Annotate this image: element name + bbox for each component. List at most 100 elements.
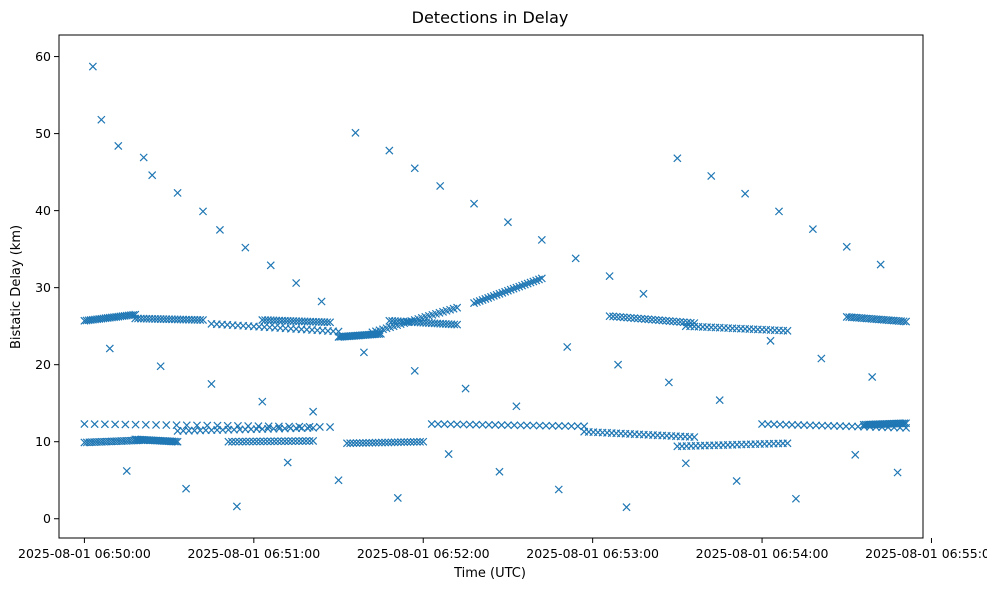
data-point — [470, 199, 479, 208]
data-point — [673, 154, 682, 163]
data-point-track-s — [492, 290, 501, 299]
data-point — [198, 207, 208, 216]
data-point — [215, 225, 224, 234]
data-point-track-s — [481, 294, 490, 303]
data-point-track-t — [630, 314, 639, 323]
data-point-track-e — [309, 436, 318, 445]
data-point — [554, 485, 563, 494]
data-point-track-t — [644, 315, 653, 324]
data-point-track-s — [506, 285, 515, 294]
data-point-track-g — [542, 421, 551, 430]
data-point-track-g — [573, 422, 582, 431]
data-point-track-t — [640, 315, 649, 324]
data-point — [791, 494, 800, 503]
y-axis: 0 10 20 30 40 50 60 — [35, 49, 59, 526]
data-point-track-g — [535, 421, 544, 430]
data-point-track-s — [486, 292, 496, 301]
data-point-track-f — [419, 437, 428, 446]
data-point-track-t — [676, 317, 685, 326]
data-point-track-e — [294, 437, 304, 446]
data-point-track-e — [227, 437, 236, 446]
data-point-track-e — [259, 437, 268, 446]
data-point-track-t — [609, 312, 618, 321]
data-point-track-g — [516, 421, 525, 430]
x-axis: 2025-08-01 06:50:00 2025-08-01 06:51:00 20… — [18, 538, 987, 561]
data-point-track-s — [478, 295, 487, 305]
data-point-track-t — [658, 316, 667, 325]
data-point-track-e — [242, 437, 251, 446]
data-point-track-e — [238, 437, 247, 446]
data-point-track-f — [384, 438, 393, 447]
data-point-track-t — [647, 315, 656, 324]
data-point-track-f — [371, 438, 380, 447]
data-point-track-m — [198, 315, 208, 325]
data-point-track-s — [520, 280, 529, 289]
data-point — [639, 289, 648, 298]
data-point-track-j — [788, 420, 797, 429]
data-point-track-f — [400, 438, 409, 447]
data-point-track-f — [365, 438, 374, 447]
data-point-track-k — [898, 419, 907, 428]
data-point-track-g — [548, 421, 557, 430]
data-point — [283, 458, 292, 467]
data-point-track-v — [899, 317, 908, 326]
data-point-track-t — [672, 317, 681, 326]
data-point-track-g — [453, 420, 462, 429]
data-point — [88, 62, 97, 71]
data-point-track-f — [374, 438, 383, 447]
data-point — [317, 297, 326, 306]
data-point — [292, 279, 301, 288]
data-point — [410, 164, 419, 173]
data-point-track-e — [252, 437, 261, 446]
data-point-track-s — [475, 296, 484, 306]
data-point-track-s — [484, 293, 493, 302]
x-tick-label: 2025-08-01 06:51:00 — [187, 546, 320, 561]
data-point-track-j — [806, 421, 815, 430]
data-point-track-j — [830, 421, 839, 430]
data-point-track-a — [274, 422, 283, 431]
data-point-track-e — [224, 437, 233, 446]
data-point-track-j — [770, 420, 779, 429]
data-point-track-e — [280, 437, 289, 446]
data-point — [105, 344, 114, 353]
data-point — [808, 225, 817, 234]
data-point-track-f — [362, 438, 371, 447]
data-point — [715, 396, 724, 405]
data-point-track-f — [381, 438, 390, 447]
data-point-track-g — [478, 420, 487, 429]
data-point — [605, 272, 614, 281]
data-point-track-o — [326, 318, 335, 327]
data-point — [512, 402, 521, 411]
data-point — [563, 342, 572, 351]
data-point-track-f — [355, 438, 364, 448]
data-point — [309, 407, 318, 416]
data-point — [614, 360, 623, 369]
data-point-track-s — [509, 284, 518, 293]
data-point-track-g — [497, 421, 506, 430]
data-point — [156, 362, 165, 371]
data-point-track-s — [529, 277, 538, 286]
data-point-track-g — [491, 420, 500, 429]
data-point-track-j — [776, 420, 785, 429]
data-point-track-r — [450, 320, 459, 329]
data-point-track-a — [326, 423, 335, 432]
data-point — [207, 379, 216, 388]
data-point-track-t — [616, 312, 625, 322]
data-point-track-t — [623, 313, 632, 322]
data-point — [681, 459, 690, 468]
data-point-track-f — [349, 439, 358, 448]
data-point-track-t — [669, 317, 678, 326]
data-point — [444, 450, 453, 459]
data-point-track-g — [446, 420, 455, 429]
data-point-track-s — [512, 283, 521, 292]
y-tick-label: 10 — [35, 434, 51, 449]
data-point-track-m — [196, 315, 205, 324]
data-point-track-t — [654, 316, 664, 325]
data-point-track-e — [256, 437, 265, 446]
data-point — [495, 467, 504, 476]
data-point — [410, 366, 419, 375]
data-point-track-e — [234, 437, 244, 446]
data-point-track-s — [526, 278, 535, 287]
data-point — [851, 450, 860, 459]
data-point-track-t — [662, 316, 671, 325]
